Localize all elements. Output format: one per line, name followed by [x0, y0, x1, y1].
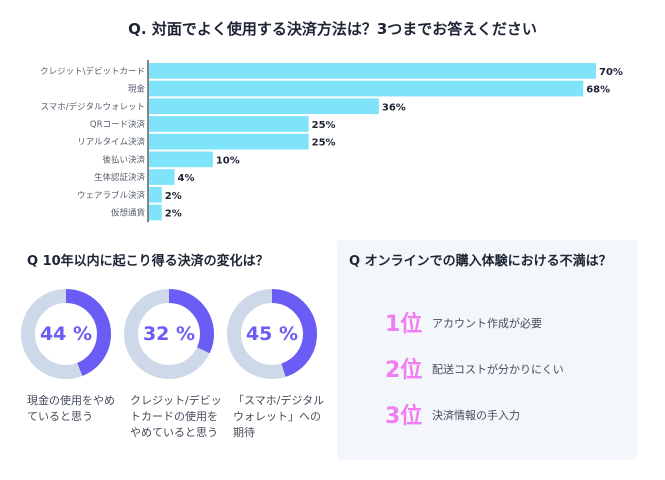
category-label: リアルタイム決済: [77, 137, 145, 148]
value-label: 2%: [165, 191, 182, 202]
value-label: 4%: [178, 173, 195, 184]
donut-chart: 44 %: [21, 289, 111, 379]
donut-percent: 45 %: [245, 323, 299, 345]
value-label: 70%: [599, 67, 623, 78]
bar: [149, 98, 379, 115]
rank-3-text: 決済情報の手入力: [432, 409, 520, 422]
bar: [149, 169, 175, 185]
dissatisfaction-title: Q オンラインでの購入体験における不満は？: [349, 254, 612, 269]
donut-percent: 32 %: [142, 323, 196, 345]
bar-chart: クレジット\デビットカード 70% 現金 68% スマホ/デジタルウォレット 36% QRコ…: [40, 60, 623, 223]
rank-2-text: 配送コストが分かりにくい: [432, 363, 564, 376]
bar: [149, 63, 596, 79]
category-label: 現金: [128, 84, 146, 95]
category-label: スマホ/デジタルウォレット: [41, 101, 145, 112]
rank-2: 2位: [385, 358, 423, 383]
category-label: QRコード決済: [90, 119, 146, 130]
value-label: 10%: [216, 155, 240, 166]
rank-3: 3位: [385, 404, 423, 429]
donut-value-arc: [21, 289, 111, 379]
category-label: 後払い決済: [102, 154, 145, 165]
donut-chart: 45 %: [227, 289, 317, 379]
bar: [149, 186, 162, 203]
dissatisfaction-panel: Q オンラインでの購入体験における不満は？ 1位 アカウント作成が必要 2位 配…: [337, 240, 637, 460]
bar: [149, 204, 162, 221]
category-label: クレジット\デビットカード: [40, 66, 145, 77]
rank-1: 1位: [385, 312, 423, 337]
value-label: 2%: [165, 208, 182, 219]
donut-caption: 現金の使用をやめていると思う: [27, 394, 115, 423]
donut-caption: クレジット/デビットカードの使用をやめていると思う: [130, 394, 222, 439]
category-label: 仮想通貨: [111, 207, 146, 218]
donut-value-arc: [227, 289, 317, 379]
donut-value-arc: [124, 289, 214, 379]
value-label: 36%: [382, 102, 406, 113]
change-title: Q 10年以内に起こり得る決済の変化は？: [27, 254, 269, 269]
donut-chart: 32 %: [124, 289, 214, 379]
bar: [149, 133, 309, 150]
value-label: 25%: [312, 120, 336, 131]
bar: [149, 80, 584, 97]
donut-percent: 44 %: [39, 323, 93, 345]
value-label: 25%: [312, 138, 336, 149]
bar: [149, 151, 213, 168]
category-label: ウェアラブル決済: [77, 190, 146, 201]
chart-title: Q. 対面でよく使用する決済方法は？3つまでお答えください: [128, 20, 537, 38]
donut-caption: 「スマホ/デジタルウォレット」への期待: [233, 394, 325, 439]
category-label: 生体認証決済: [94, 172, 146, 183]
rank-1-text: アカウント作成が必要: [432, 317, 542, 330]
value-label: 68%: [586, 85, 610, 96]
bar: [149, 116, 309, 132]
